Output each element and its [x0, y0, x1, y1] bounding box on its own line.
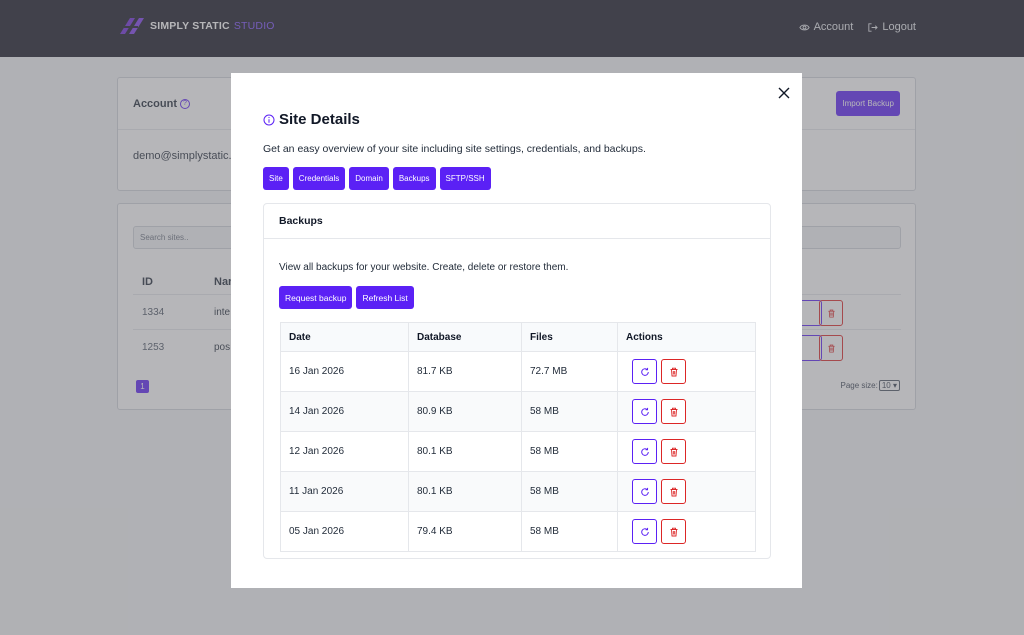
backup-date: 11 Jan 2026 — [280, 471, 409, 512]
backup-actions — [617, 431, 756, 472]
backup-actions — [617, 511, 756, 552]
tab-backups[interactable]: Backups — [392, 167, 436, 190]
table-row: 16 Jan 2026 81.7 KB 72.7 MB — [280, 351, 756, 392]
column-header-date: Date — [280, 322, 409, 352]
backup-date: 05 Jan 2026 — [280, 511, 409, 552]
column-header-files: Files — [521, 322, 618, 352]
delete-backup-button[interactable] — [661, 359, 686, 384]
backup-files-size: 58 MB — [521, 391, 618, 432]
delete-backup-button[interactable] — [661, 399, 686, 424]
backup-files-size: 58 MB — [521, 471, 618, 512]
backup-date: 14 Jan 2026 — [280, 391, 409, 432]
backup-files-size: 58 MB — [521, 431, 618, 472]
info-icon — [263, 114, 275, 125]
table-row: 05 Jan 2026 79.4 KB 58 MB — [280, 511, 756, 552]
backups-actions: Request backup Refresh List — [279, 286, 414, 309]
backup-database-size: 79.4 KB — [408, 511, 522, 552]
restore-icon — [640, 407, 649, 416]
tab-sftp-ssh[interactable]: SFTP/SSH — [439, 167, 491, 190]
table-row: 11 Jan 2026 80.1 KB 58 MB — [280, 471, 756, 512]
refresh-list-button[interactable]: Refresh List — [356, 286, 414, 309]
restore-backup-button[interactable] — [632, 439, 657, 464]
modal-header: Site Details — [263, 111, 360, 128]
backups-panel: Backups View all backups for your websit… — [263, 203, 771, 559]
backup-actions — [617, 471, 756, 512]
restore-icon — [640, 527, 649, 536]
trash-icon — [670, 447, 677, 456]
restore-backup-button[interactable] — [632, 519, 657, 544]
restore-icon — [640, 487, 649, 496]
request-backup-button[interactable]: Request backup — [279, 286, 353, 309]
delete-backup-button[interactable] — [661, 519, 686, 544]
trash-icon — [670, 487, 677, 496]
restore-icon — [640, 367, 649, 376]
backup-date: 12 Jan 2026 — [280, 431, 409, 472]
close-icon[interactable] — [777, 86, 791, 100]
backup-database-size: 80.1 KB — [408, 431, 522, 472]
tab-domain[interactable]: Domain — [349, 167, 389, 190]
restore-backup-button[interactable] — [632, 399, 657, 424]
backups-table: Date Database Files Actions 16 Jan 2026 8… — [280, 322, 756, 552]
column-header-database: Database — [408, 322, 522, 352]
tab-site[interactable]: Site — [263, 167, 289, 190]
modal-title: Site Details — [279, 111, 360, 128]
table-row: 14 Jan 2026 80.9 KB 58 MB — [280, 391, 756, 432]
backup-actions — [617, 391, 756, 432]
trash-icon — [670, 527, 677, 536]
site-details-tabs: Site Credentials Domain Backups SFTP/SSH — [263, 167, 491, 190]
backup-files-size: 72.7 MB — [521, 351, 618, 392]
backup-database-size: 81.7 KB — [408, 351, 522, 392]
trash-icon — [670, 407, 677, 416]
column-header-actions: Actions — [617, 322, 756, 352]
backups-panel-title: Backups — [264, 204, 770, 239]
delete-backup-button[interactable] — [661, 439, 686, 464]
trash-icon — [670, 367, 677, 376]
backups-panel-description: View all backups for your website. Creat… — [279, 262, 569, 273]
restore-backup-button[interactable] — [632, 479, 657, 504]
table-row: 12 Jan 2026 80.1 KB 58 MB — [280, 431, 756, 472]
tab-credentials[interactable]: Credentials — [292, 167, 346, 190]
table-header-row: Date Database Files Actions — [280, 322, 756, 352]
backup-date: 16 Jan 2026 — [280, 351, 409, 392]
restore-icon — [640, 447, 649, 456]
backup-actions — [617, 351, 756, 392]
backup-database-size: 80.9 KB — [408, 391, 522, 432]
modal-description: Get an easy overview of your site includ… — [263, 143, 646, 155]
delete-backup-button[interactable] — [661, 479, 686, 504]
site-details-modal: Site Details Get an easy overview of you… — [231, 73, 802, 588]
backup-database-size: 80.1 KB — [408, 471, 522, 512]
backup-files-size: 58 MB — [521, 511, 618, 552]
restore-backup-button[interactable] — [632, 359, 657, 384]
